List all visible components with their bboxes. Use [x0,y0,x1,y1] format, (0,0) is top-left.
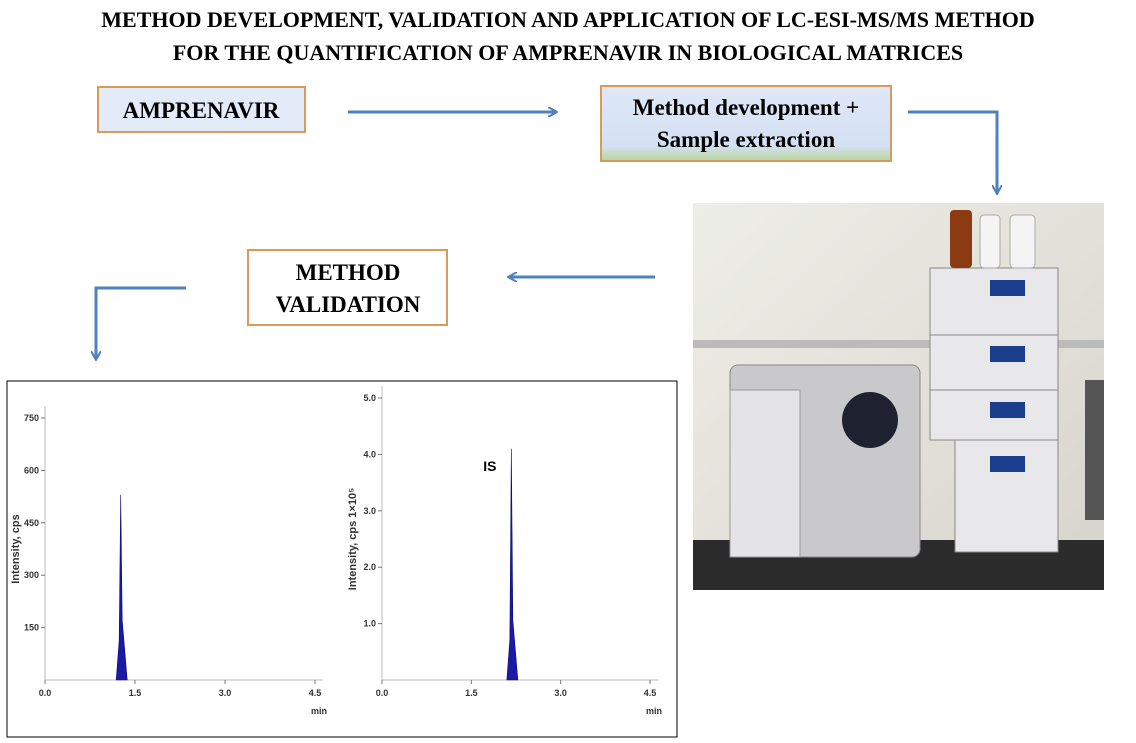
y-tick-label: 150 [24,623,39,633]
arrows [96,112,997,359]
y-tick-label: 4.0 [363,449,376,459]
x-tick-label: 0.0 [39,688,52,698]
side-unit [1085,380,1104,520]
y-tick-label: 300 [24,570,39,580]
x-tick-label: 4.5 [644,688,657,698]
chromatogram-panel [6,380,678,738]
y-tick-label: 2.0 [363,562,376,572]
bottle [950,210,972,268]
display [990,402,1025,418]
y-tick-label: 600 [24,465,39,475]
display [990,280,1025,296]
bottle [979,214,1001,269]
peak-annotation: IS [483,458,496,474]
module [929,267,1059,344]
ion-source [842,392,898,448]
x-tick-label: 3.0 [554,688,567,698]
node-box [600,85,892,162]
shelf [693,340,1104,348]
x-axis-label: min [311,706,327,716]
module [929,334,1059,391]
x-axis-label: min [646,706,662,716]
y-axis-label: Intensity, cps 1×10⁵ [347,488,359,590]
title-line: FOR THE QUANTIFICATION OF AMPRENAVIR IN … [173,40,963,65]
node-label: VALIDATION [276,292,421,317]
display [990,346,1025,362]
x-tick-label: 1.5 [129,688,142,698]
y-axis-label: Intensity, cps [10,514,22,583]
x-tick-label: 1.5 [465,688,478,698]
y-tick-label: 3.0 [363,506,376,516]
y-tick-label: 1.0 [363,619,376,629]
x-tick-label: 0.0 [376,688,389,698]
node-label: METHOD [296,260,401,285]
mass-spec-panel [729,389,801,558]
node-label: Method development + [633,95,859,120]
node-label: AMPRENAVIR [123,98,280,123]
bottle [1009,214,1036,269]
node-label: Sample extraction [657,127,835,152]
arrow [96,286,186,359]
instrument-photo [693,203,1104,590]
peak [115,494,128,681]
x-tick-label: 3.0 [219,688,232,698]
node-box [247,249,448,326]
y-tick-label: 750 [24,413,39,423]
title-line: METHOD DEVELOPMENT, VALIDATION AND APPLI… [101,7,1034,32]
x-tick-label: 4.5 [309,688,322,698]
y-tick-label: 5.0 [363,393,376,403]
peak [506,448,519,681]
display [990,456,1025,472]
node-box [97,86,306,133]
arrow [908,110,997,193]
y-tick-label: 450 [24,518,39,528]
